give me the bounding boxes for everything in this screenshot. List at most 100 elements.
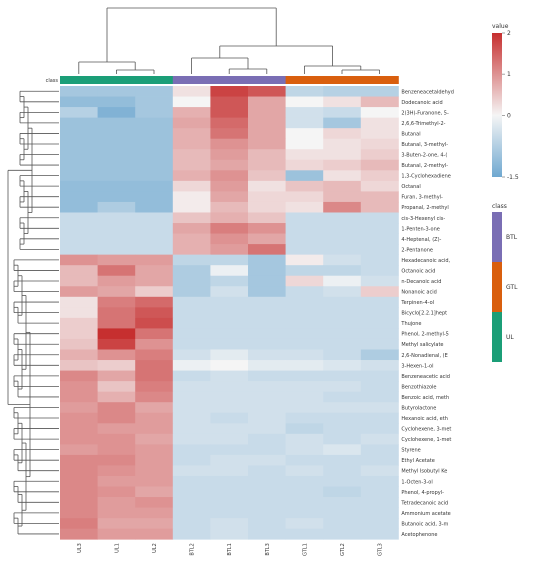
heatmap-cell bbox=[323, 307, 362, 319]
row-label: Benzoic acid, meth bbox=[401, 395, 449, 401]
heatmap-cell bbox=[210, 265, 249, 277]
heatmap-cell bbox=[60, 96, 98, 108]
heatmap-cell bbox=[323, 317, 362, 329]
heatmap-cell bbox=[323, 128, 362, 140]
heatmap-cell bbox=[323, 402, 362, 414]
heatmap-cell bbox=[60, 528, 98, 540]
heatmap-cell bbox=[135, 128, 174, 140]
heatmap-cell bbox=[248, 128, 286, 140]
row-label: Propanal, 2-methyl bbox=[401, 205, 448, 211]
heatmap-cell bbox=[248, 391, 286, 403]
heatmap-cell bbox=[360, 212, 399, 224]
heatmap-cell bbox=[360, 138, 399, 150]
heatmap-cell bbox=[60, 275, 98, 287]
heatmap-cell bbox=[172, 412, 211, 424]
heatmap-cell bbox=[97, 265, 136, 277]
column-label: UL3 bbox=[77, 543, 83, 553]
heatmap-cell bbox=[285, 212, 324, 224]
heatmap-cell bbox=[210, 201, 249, 213]
heatmap-cell bbox=[172, 370, 211, 382]
row-label: 4-Heptenal, (Z)- bbox=[401, 237, 441, 243]
heatmap-cell bbox=[248, 159, 286, 171]
heatmap-cell bbox=[60, 486, 98, 498]
class-strip-label: class bbox=[46, 78, 59, 84]
heatmap-cell bbox=[172, 497, 211, 508]
heatmap-cell bbox=[360, 296, 399, 308]
heatmap-cell bbox=[135, 180, 174, 192]
heatmap-cell bbox=[323, 201, 362, 213]
class-legend: class BTL GTL UL bbox=[492, 203, 518, 362]
heatmap-cell bbox=[135, 317, 174, 329]
heatmap-cell bbox=[97, 402, 136, 414]
class-strip-cell bbox=[248, 76, 286, 84]
heatmap-cell bbox=[248, 265, 286, 277]
heatmap-cell bbox=[360, 286, 399, 298]
heatmap-cell bbox=[248, 244, 286, 256]
heatmap-cell bbox=[210, 233, 249, 245]
heatmap-cell bbox=[97, 486, 136, 498]
row-label: Terpinen-4-ol bbox=[400, 300, 434, 306]
heatmap-cell bbox=[323, 180, 362, 192]
row-label: Octanal bbox=[401, 184, 420, 190]
heatmap-cell bbox=[323, 170, 362, 182]
heatmap-cell bbox=[285, 402, 324, 414]
heatmap-cell bbox=[210, 475, 249, 487]
heatmap-cell bbox=[210, 180, 249, 192]
heatmap-cell bbox=[135, 475, 174, 487]
heatmap-cell bbox=[60, 117, 98, 129]
heatmap-cell bbox=[323, 117, 362, 129]
class-legend-label: GTL bbox=[506, 284, 518, 291]
heatmap-cell bbox=[248, 338, 286, 350]
heatmap-cell bbox=[210, 507, 249, 519]
heatmap-cell bbox=[60, 465, 98, 477]
column-labels: UL3 UL1 UL2 BTL2 BTL1 BTL3 GTL1 GTL2 GTL3 bbox=[77, 543, 384, 556]
heatmap-cell bbox=[210, 391, 249, 403]
row-labels: Benzeneacetaldehyd Dodecanoic acid 2(3H)-F… bbox=[400, 89, 453, 538]
colorbar-tick-label: -1.5 bbox=[507, 174, 519, 181]
heatmap-cell bbox=[60, 317, 98, 329]
heatmap-cell bbox=[97, 96, 136, 108]
row-label: Methyl salicylate bbox=[401, 342, 443, 348]
row-label: Butanal, 2-methyl- bbox=[401, 163, 448, 169]
heatmap-cell bbox=[360, 159, 399, 171]
heatmap-cell bbox=[210, 381, 249, 393]
class-strip-cell bbox=[360, 76, 399, 84]
heatmap-cell bbox=[60, 233, 98, 245]
heatmap-cell bbox=[248, 212, 286, 224]
heatmap-cell bbox=[97, 381, 136, 393]
heatmap-cell bbox=[210, 328, 249, 340]
heatmap-cell bbox=[60, 86, 98, 97]
heatmap-cell bbox=[172, 244, 211, 256]
heatmap-cell bbox=[285, 265, 324, 277]
colorbar-title: value bbox=[492, 23, 509, 30]
heatmap-cell bbox=[248, 254, 286, 266]
heatmap-cell bbox=[360, 307, 399, 319]
heatmap-cell bbox=[172, 191, 211, 203]
heatmap-cell bbox=[248, 223, 286, 234]
heatmap-cell bbox=[60, 223, 98, 234]
colorbar-tick-label: 2 bbox=[507, 30, 511, 37]
heatmap-cell bbox=[97, 528, 136, 540]
heatmap-cell bbox=[97, 433, 136, 445]
heatmap-cell bbox=[285, 275, 324, 287]
heatmap-cell bbox=[323, 528, 362, 540]
heatmap-cell bbox=[210, 317, 249, 329]
heatmap-cell bbox=[248, 307, 286, 319]
heatmap-cell bbox=[323, 286, 362, 298]
heatmap-cell bbox=[210, 486, 249, 498]
heatmap-cell bbox=[210, 465, 249, 477]
heatmap-cell bbox=[135, 244, 174, 256]
heatmap-cell bbox=[97, 212, 136, 224]
heatmap-cell bbox=[172, 180, 211, 192]
heatmap-cell bbox=[60, 149, 98, 161]
heatmap-cell bbox=[172, 138, 211, 150]
heatmap-cell bbox=[248, 486, 286, 498]
heatmap-cell bbox=[210, 423, 249, 435]
row-label: Dodecanoic acid bbox=[401, 100, 442, 106]
heatmap-cell bbox=[135, 518, 174, 530]
heatmap-cell bbox=[172, 201, 211, 213]
heatmap-cell bbox=[97, 412, 136, 424]
class-strip-cell bbox=[60, 76, 98, 84]
heatmap-cell bbox=[172, 254, 211, 266]
